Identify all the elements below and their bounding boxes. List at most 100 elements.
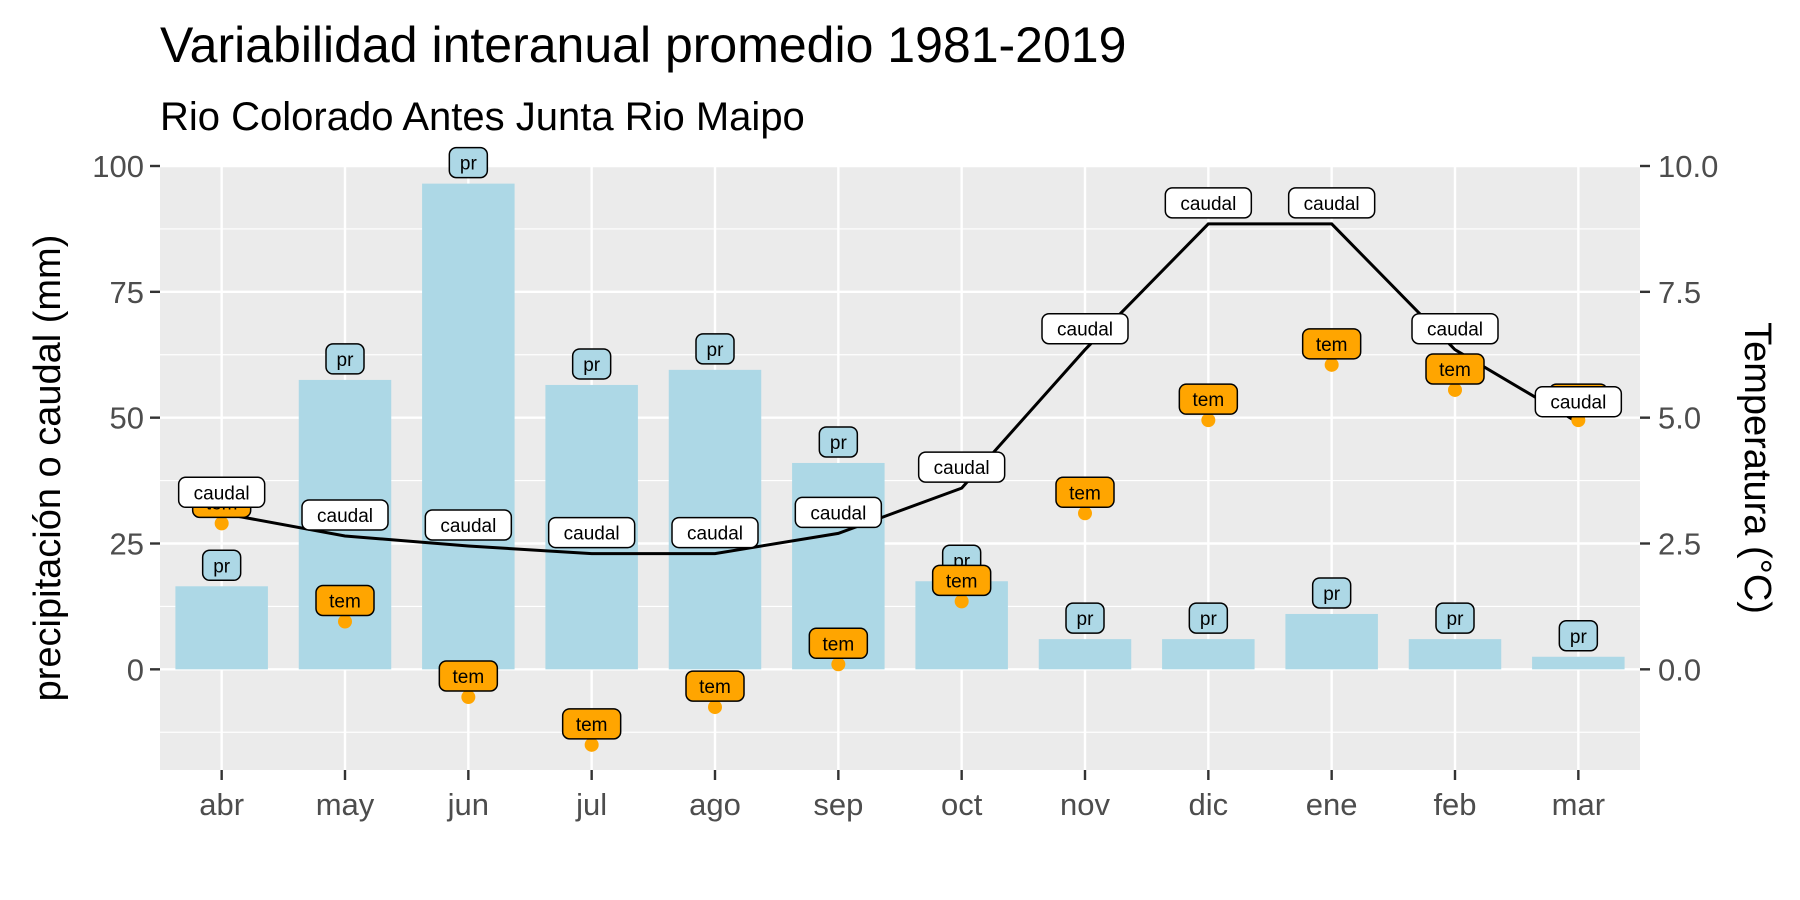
points-layer	[214, 357, 1586, 752]
data-label-caudal-box	[177, 476, 266, 509]
data-label-pr-box	[1065, 602, 1105, 634]
point-tem	[1201, 413, 1216, 428]
data-label-tem-text: tem	[329, 592, 361, 613]
x-tick-label: jun	[447, 787, 489, 822]
point-tem	[214, 516, 229, 531]
data-label-caudal-text: caudal	[440, 516, 496, 537]
data-label-tem-box	[561, 708, 622, 740]
x-tick-label: mar	[1552, 787, 1605, 822]
data-label-pr-text: pr	[337, 350, 355, 371]
data-label-pr-box	[818, 426, 859, 458]
data-label-caudal-text: caudal	[317, 506, 373, 527]
data-label-pr-box	[1311, 577, 1352, 609]
data-label-tem-box	[1301, 328, 1362, 360]
y2-tick-label: 5.0	[1658, 401, 1701, 436]
data-label-tem-box	[1055, 476, 1115, 509]
data-label-caudal-text: caudal	[1550, 393, 1606, 414]
data-label-tem-text: tem	[576, 715, 608, 736]
data-label-tem-text: tem	[1439, 360, 1471, 381]
bar-pr	[175, 586, 268, 670]
data-label-pr-box	[201, 549, 242, 582]
data-label-caudal-box	[1041, 312, 1129, 345]
data-label-caudal-text: caudal	[1304, 194, 1360, 215]
data-label-caudal-text: caudal	[934, 458, 990, 479]
data-label-caudal-text: caudal	[687, 524, 743, 545]
data-label-caudal-box	[671, 516, 759, 549]
y-tick-label: 0	[127, 652, 144, 687]
data-label-tem-box	[931, 564, 992, 597]
x-tick-label: oct	[941, 787, 983, 822]
data-label-caudal-text: caudal	[194, 483, 250, 504]
data-label-caudal-box	[1164, 187, 1253, 219]
data-label-tem-box	[315, 584, 375, 617]
data-label-caudal-box	[794, 496, 883, 529]
data-label-caudal-box	[1534, 385, 1623, 418]
data-label-tem-text: tem	[452, 667, 484, 688]
point-tem	[584, 737, 599, 752]
data-label-tem-text: tem	[1192, 390, 1224, 411]
data-label-pr-text: pr	[707, 340, 725, 361]
data-label-pr-box	[1435, 602, 1475, 634]
x-tick-label: feb	[1433, 787, 1476, 822]
data-label-pr-box	[1188, 602, 1229, 634]
data-label-pr-box	[1558, 620, 1599, 652]
data-label-caudal-box	[547, 516, 636, 549]
data-label-caudal-text: caudal	[810, 503, 866, 524]
y-axis-title: precipitación o caudal (mm)	[27, 235, 69, 702]
x-tick-label: sep	[813, 787, 863, 822]
data-label-caudal-text: caudal	[1427, 320, 1483, 341]
data-label-caudal-text: caudal	[564, 524, 620, 545]
chart-title: Variabilidad interanual promedio 1981-20…	[160, 17, 1126, 73]
data-label-pr-box	[325, 343, 365, 375]
y-tick-label: 100	[92, 149, 144, 184]
y2-tick-label: 7.5	[1658, 275, 1701, 310]
data-label-pr-text: pr	[1323, 584, 1341, 605]
bar-pr	[422, 183, 515, 670]
y2-tick-label: 2.5	[1658, 527, 1701, 562]
point-tem	[338, 614, 352, 629]
point-tem	[461, 690, 476, 705]
point-tem	[708, 700, 722, 715]
x-tick-label: ago	[689, 787, 741, 822]
data-label-tem-text: tem	[822, 634, 854, 655]
x-tick-label: nov	[1060, 787, 1110, 822]
data-label-pr-box	[571, 348, 612, 380]
data-label-caudal-box	[424, 509, 513, 541]
data-label-tem-box	[1178, 383, 1239, 415]
data-label-tem-box	[438, 660, 499, 692]
data-label-pr-text: pr	[1570, 627, 1588, 648]
x-tick-label: jul	[575, 787, 607, 822]
data-label-tem-text: tem	[1069, 483, 1101, 504]
y2-axis-title: Temperatura (°C)	[1736, 322, 1778, 614]
data-label-caudal-box	[1287, 187, 1376, 219]
data-label-caudal-box	[1411, 312, 1499, 345]
point-tem	[831, 657, 846, 672]
bar-pr	[1408, 639, 1502, 670]
data-label-tem-box	[1425, 353, 1485, 385]
data-label-tem-box	[808, 627, 869, 660]
data-label-caudal-text: caudal	[1057, 320, 1113, 341]
data-label-tem-text: tem	[1316, 335, 1348, 356]
data-label-pr-text: pr	[460, 154, 478, 175]
data-label-tem-text: tem	[946, 571, 978, 592]
bar-pr	[1532, 656, 1625, 670]
bar-pr	[1285, 613, 1378, 670]
bar-pr	[1162, 639, 1255, 670]
y-tick-label: 75	[110, 275, 144, 310]
x-tick-label: may	[316, 787, 375, 822]
data-label-tem-text: tem	[699, 677, 731, 698]
data-label-caudal-box	[301, 499, 389, 531]
point-tem	[954, 594, 969, 609]
data-label-tem-box	[685, 670, 745, 702]
data-label-pr-text: pr	[213, 556, 231, 577]
data-label-pr-box	[695, 333, 735, 365]
point-tem	[1324, 357, 1339, 372]
data-label-pr-text: pr	[1447, 609, 1465, 630]
data-label-pr-text: pr	[583, 355, 601, 376]
point-tem	[1078, 506, 1092, 521]
data-label-caudal-text: caudal	[1180, 194, 1236, 215]
data-label-pr-text: pr	[1077, 609, 1095, 630]
data-label-caudal-box	[917, 451, 1006, 483]
